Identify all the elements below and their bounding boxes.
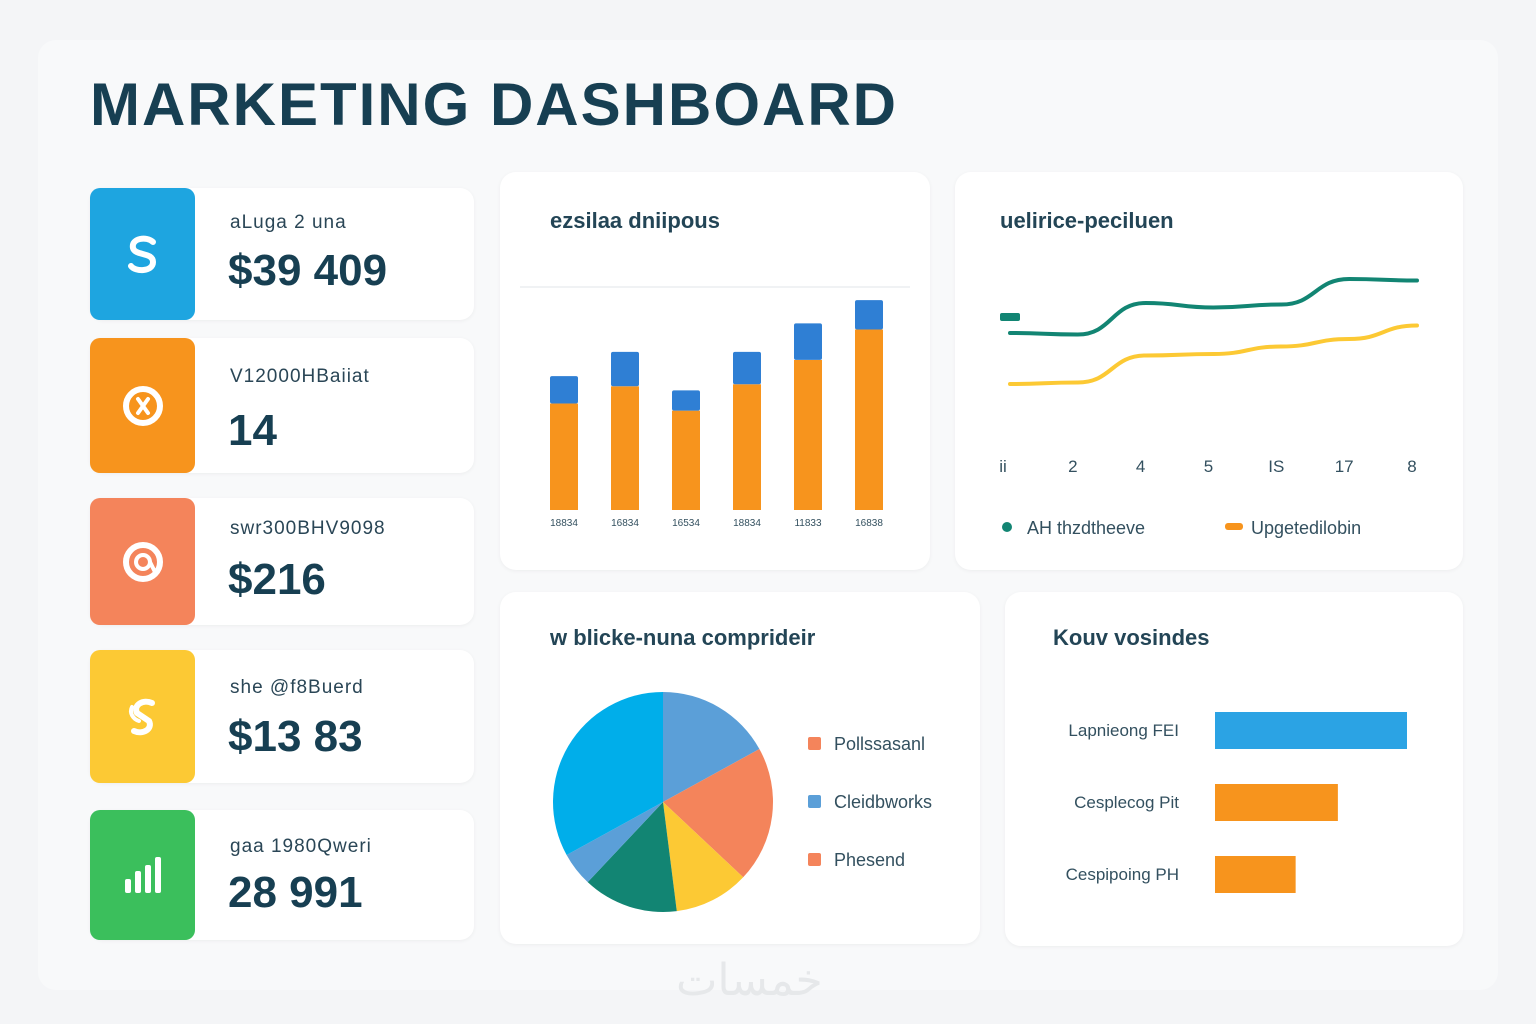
legend-marker-teal bbox=[1002, 522, 1012, 532]
target-icon bbox=[90, 338, 195, 473]
x-tick-label: 8 bbox=[1407, 457, 1416, 476]
bars-icon bbox=[90, 810, 195, 940]
pie-slice bbox=[587, 802, 677, 912]
hbar bbox=[1215, 784, 1338, 821]
hbar bbox=[1215, 712, 1407, 749]
legend-marker bbox=[808, 853, 821, 866]
x-tick-label: 16834 bbox=[611, 518, 639, 529]
hbar-chart: Lapnieong FEI Cesplecog Pit Cespipoing PH bbox=[1066, 712, 1407, 893]
bar-segment-orange bbox=[733, 384, 761, 510]
pie-slice bbox=[566, 802, 663, 883]
hbar-label: Cesplecog Pit bbox=[1074, 793, 1179, 812]
legend-marker bbox=[808, 737, 821, 750]
kpi-card-cost[interactable]: swr300BHV9098 $216 bbox=[90, 498, 474, 625]
kpi-card-conversions[interactable]: V12000HBaiiat 14 bbox=[90, 338, 474, 473]
kpi-label: V12000HBaiiat bbox=[230, 366, 370, 387]
x-tick-label: IS bbox=[1268, 457, 1284, 476]
legend-label: Phesend bbox=[834, 850, 905, 870]
bar-segment-blue bbox=[611, 351, 639, 387]
kpi-value: $39 409 bbox=[228, 246, 388, 295]
kpi-card-impressions[interactable]: gaa 1980Qweri 28 991 bbox=[90, 810, 474, 940]
swirl-icon bbox=[90, 498, 195, 625]
legend-label-2: Upgetedilobin bbox=[1251, 518, 1361, 538]
x-tick-label: 17 bbox=[1335, 457, 1354, 476]
x-tick-label: 5 bbox=[1204, 457, 1213, 476]
bar-segment-orange bbox=[794, 359, 822, 510]
line-chart-title: uelirice-peciluen bbox=[1000, 208, 1174, 233]
bar-chart-title: ezsilaa dniipous bbox=[550, 208, 720, 233]
pie-chart-card: w blicke-nuna comprideir Pollssasanl Clei… bbox=[500, 592, 980, 944]
x-tick-label: 11833 bbox=[794, 518, 822, 529]
line-series-1 bbox=[1008, 276, 1419, 337]
x-tick-label: 18834 bbox=[733, 518, 761, 529]
line-chart-card: uelirice-peciluen ii 2 4 5 IS 17 8 AH thzdtheev… bbox=[955, 172, 1463, 570]
dollar-icon bbox=[90, 188, 195, 320]
line-chart: ii 2 4 5 IS 17 8 AH thzdtheeve Upgetedilobin bbox=[999, 276, 1419, 538]
bar-chart-card: ezsilaa dniipous 18834 16834 16534 18834 118… bbox=[500, 172, 930, 570]
bar-segment-orange bbox=[855, 329, 883, 510]
watermark-text: خمسات bbox=[676, 955, 823, 1006]
legend-marker-orange bbox=[1225, 523, 1243, 530]
kpi-label: swr300BHV9098 bbox=[230, 518, 386, 539]
kpi-value: $216 bbox=[228, 555, 326, 604]
bar-segment-orange bbox=[611, 386, 639, 510]
page-title: MARKETING DASHBOARD bbox=[90, 71, 898, 138]
bar-segment-blue bbox=[550, 376, 578, 404]
hbar-chart-card: Kouv vosindes Lapnieong FEI Cesplecog Pit… bbox=[1005, 592, 1463, 946]
x-tick-label: 16838 bbox=[855, 518, 883, 529]
pie-slice bbox=[663, 749, 773, 878]
dollar-swirl-icon bbox=[90, 650, 195, 783]
x-tick-label: ii bbox=[999, 457, 1007, 476]
hbar-chart-title: Kouv vosindes bbox=[1053, 625, 1210, 650]
kpi-label: she @f8Buerd bbox=[230, 677, 364, 698]
legend-label-1: AH thzdtheeve bbox=[1027, 518, 1145, 538]
pie-slice bbox=[663, 692, 760, 802]
line-series-2 bbox=[1008, 323, 1419, 386]
legend-marker bbox=[808, 795, 821, 808]
hbar bbox=[1215, 856, 1296, 893]
bar-chart: 18834 16834 16534 18834 11833 16838 bbox=[520, 286, 910, 529]
kpi-card-cpa[interactable]: she @f8Buerd $13 83 bbox=[90, 650, 474, 783]
bar-segment-orange bbox=[672, 410, 700, 510]
legend-label: Pollssasanl bbox=[834, 734, 925, 754]
hbar-label: Lapnieong FEI bbox=[1068, 721, 1179, 740]
pie-slice bbox=[663, 802, 744, 912]
bar-segment-orange bbox=[550, 403, 578, 510]
bar-segment-blue bbox=[672, 390, 700, 411]
bar-segment-blue bbox=[733, 351, 761, 385]
hbar-label: Cespipoing PH bbox=[1066, 865, 1179, 884]
pie-chart-title: w blicke-nuna comprideir bbox=[550, 625, 816, 650]
kpi-label: gaa 1980Qweri bbox=[230, 836, 372, 857]
kpi-value: 14 bbox=[228, 406, 277, 455]
kpi-value: 28 991 bbox=[228, 868, 363, 917]
bar-segment-blue bbox=[855, 300, 883, 330]
kpi-label: aLuga 2 una bbox=[230, 212, 347, 233]
kpi-card-revenue[interactable]: aLuga 2 una $39 409 bbox=[90, 188, 474, 320]
x-tick-label: 16534 bbox=[672, 518, 700, 529]
kpi-value: $13 83 bbox=[228, 712, 363, 761]
x-tick-label: 4 bbox=[1136, 457, 1145, 476]
legend-label: Cleidbworks bbox=[834, 792, 932, 812]
pie-chart: Pollssasanl Cleidbworks Phesend bbox=[553, 692, 932, 912]
y-axis-marker bbox=[1000, 313, 1020, 321]
pie-slice bbox=[553, 692, 663, 855]
bar-segment-blue bbox=[794, 323, 822, 360]
x-tick-label: 18834 bbox=[550, 518, 578, 529]
x-tick-label: 2 bbox=[1068, 457, 1077, 476]
